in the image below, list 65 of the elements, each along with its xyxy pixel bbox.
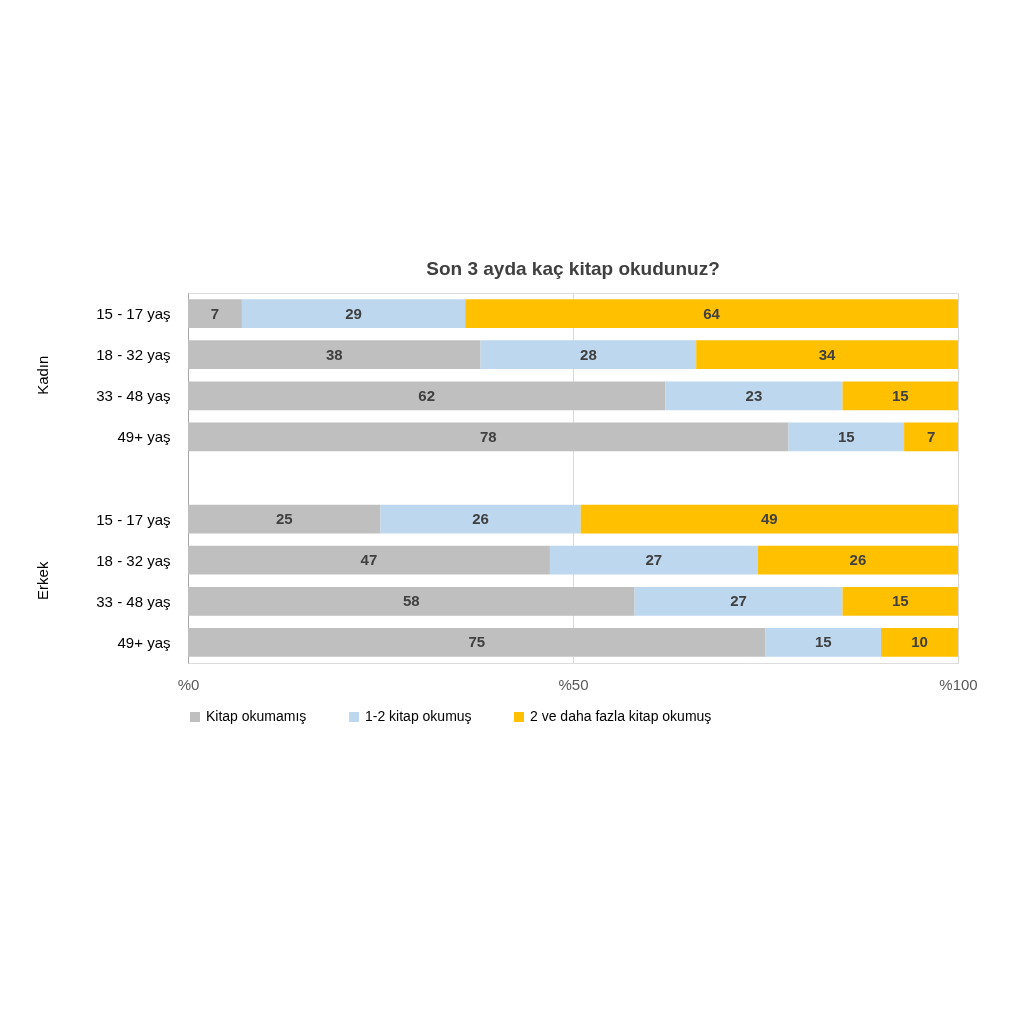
bar (665, 381, 843, 411)
text: Kadın (34, 355, 51, 395)
text: Erkek (34, 561, 51, 600)
y-tick-label: 15 - 17 yaş (96, 510, 171, 528)
bar (380, 504, 581, 534)
data-label: 34 (818, 345, 837, 363)
bar (757, 545, 958, 575)
data-label: 23 (745, 386, 763, 404)
y-tick-label: 33 - 48 yaş (96, 387, 171, 405)
data-label: 15 (814, 633, 832, 651)
legend-label: 1-2 kitap okumuş (365, 708, 472, 724)
bar (549, 545, 758, 575)
data-label: 58 (402, 592, 420, 610)
bar (580, 504, 958, 534)
data-label: 15 (891, 592, 909, 610)
x-tick-label: %100 (939, 675, 978, 693)
data-label: 25 (275, 510, 293, 528)
y-tick-label: 18 - 32 yaş (96, 346, 171, 364)
bar (881, 628, 958, 657)
y-tick-label: 15 - 17 yaş (96, 305, 171, 323)
data-label: 27 (645, 551, 663, 569)
bar (765, 628, 881, 657)
bar (696, 340, 958, 370)
bar (842, 381, 958, 411)
bar (188, 422, 789, 452)
legend-label: 2 ve daha fazla kitap okumuş (530, 708, 712, 724)
data-label: 49 (761, 510, 778, 528)
data-label: 38 (325, 345, 343, 363)
data-label: 75 (468, 633, 486, 651)
y-tick-label: 18 - 32 yaş (96, 551, 171, 569)
x-tick-label: %50 (558, 675, 589, 693)
bar (188, 381, 666, 411)
data-label: 15 (891, 386, 909, 404)
bar (842, 586, 958, 616)
data-label: 26 (472, 510, 489, 528)
legend-label: Kitap okumamış (206, 708, 307, 724)
bar (188, 340, 481, 370)
data-label: 7 (926, 427, 936, 445)
bar (480, 340, 697, 370)
y-tick-label: 49+ yaş (117, 428, 171, 446)
bar (188, 504, 381, 534)
bar (241, 299, 466, 328)
bar (904, 422, 958, 452)
bar (465, 299, 958, 328)
data-label: 28 (580, 345, 597, 363)
data-label: 15 (838, 427, 855, 445)
bar (188, 545, 550, 575)
data-label: 78 (479, 427, 497, 445)
data-label: 10 (911, 633, 928, 651)
x-tick-label: %0 (177, 675, 200, 693)
bar (188, 299, 242, 328)
bar (188, 628, 766, 657)
data-label: 26 (849, 551, 867, 569)
data-label: 27 (730, 592, 747, 610)
y-tick-label: 49+ yaş (117, 633, 171, 651)
data-label: 62 (418, 386, 436, 404)
data-label: 29 (345, 304, 362, 322)
data-label: 7 (210, 304, 220, 322)
y-tick-label: 33 - 48 yaş (96, 592, 171, 610)
bar (188, 586, 635, 616)
bar (788, 422, 905, 452)
data-label: 47 (360, 551, 378, 569)
chart-title: Son 3 ayda kaç kitap okudunuz? (426, 258, 720, 279)
data-label: 64 (703, 304, 721, 322)
bar (634, 586, 843, 616)
